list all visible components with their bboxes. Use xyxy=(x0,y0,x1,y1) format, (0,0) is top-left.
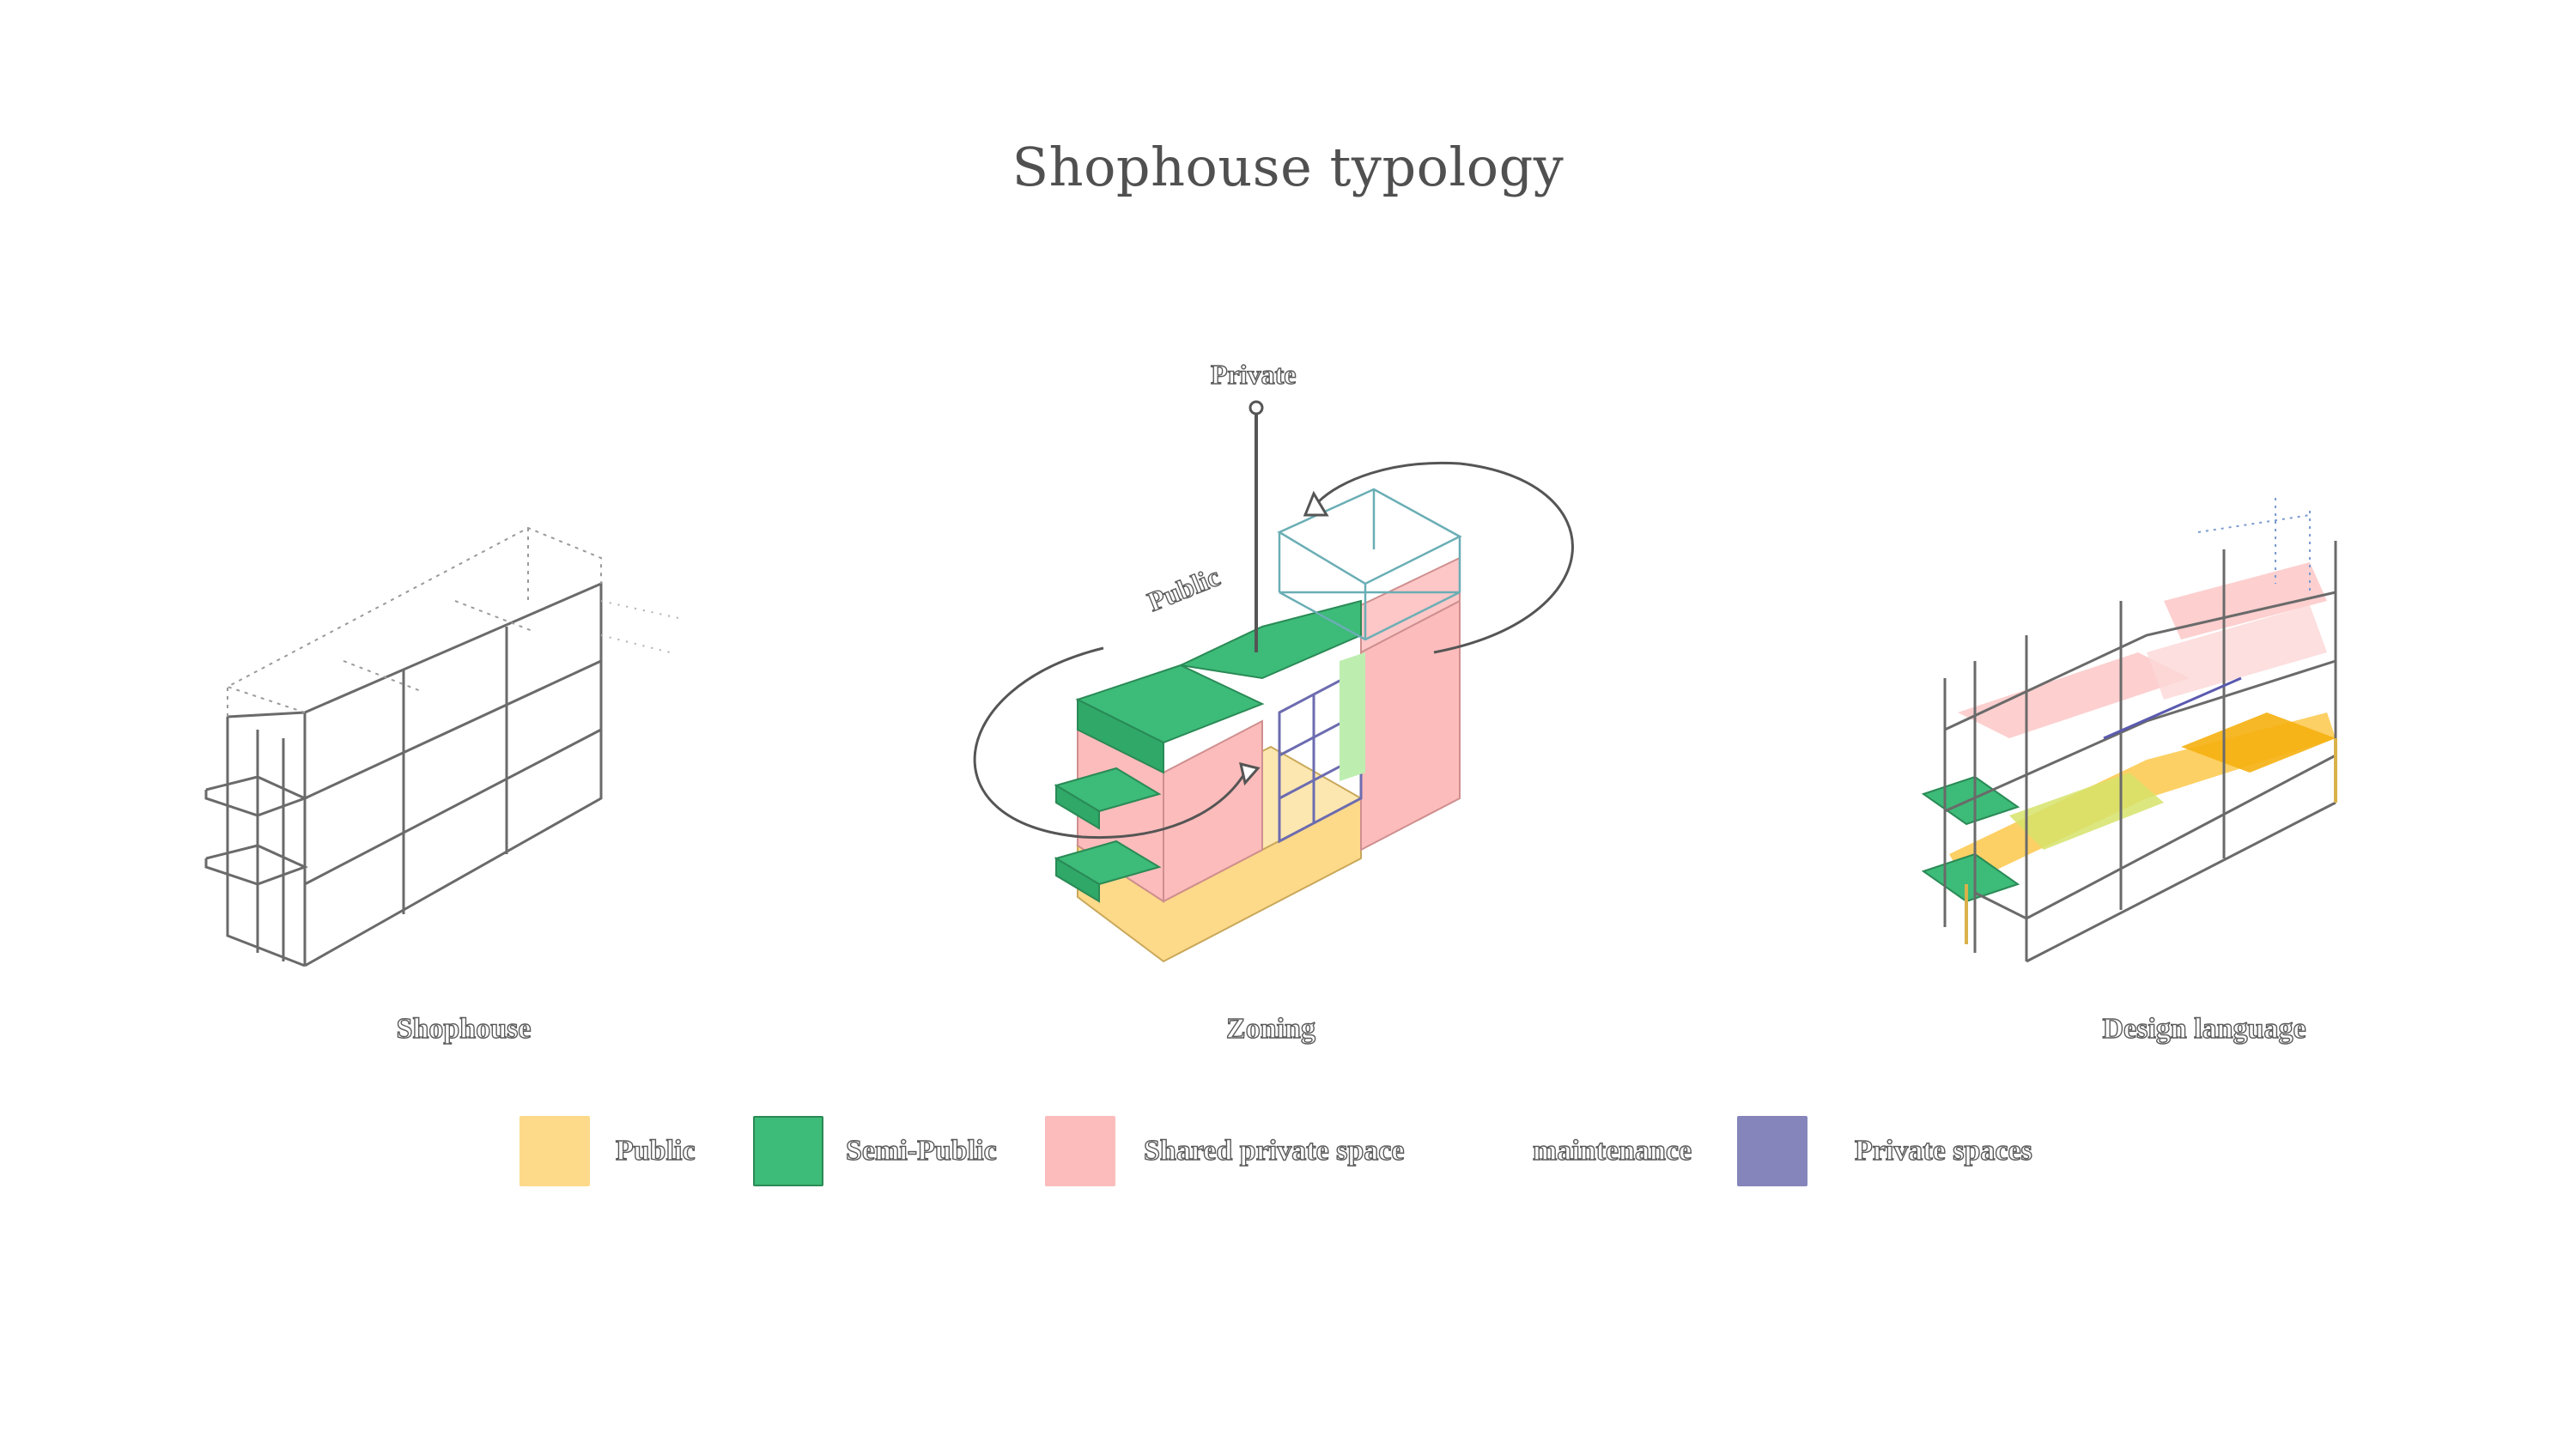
legend-swatch-private-spaces xyxy=(1737,1116,1807,1186)
legend-swatch-public xyxy=(519,1116,590,1186)
caption-design-language: Design language xyxy=(2102,1012,2306,1045)
shophouse-wireframe xyxy=(204,526,679,967)
zoning-diagram xyxy=(973,400,1574,963)
legend-label-semi-public: Semi-Public xyxy=(845,1134,997,1167)
design-language-diagram xyxy=(1921,498,2337,963)
legend-swatch-shared-private xyxy=(1045,1116,1115,1186)
private-annotation: Private xyxy=(1210,358,1297,390)
legend-label-private-spaces: Private spaces xyxy=(1854,1134,2032,1167)
caption-shophouse: Shophouse xyxy=(396,1012,532,1045)
legend-label-shared-private: Shared private space xyxy=(1143,1134,1405,1167)
legend-label-maintenance: maintenance xyxy=(1532,1134,1692,1167)
caption-zoning: Zoning xyxy=(1225,1012,1315,1045)
legend-swatch-semi-public xyxy=(753,1116,823,1186)
legend-label-public: Public xyxy=(615,1134,696,1167)
page-title: Shophouse typology xyxy=(1012,136,1564,198)
